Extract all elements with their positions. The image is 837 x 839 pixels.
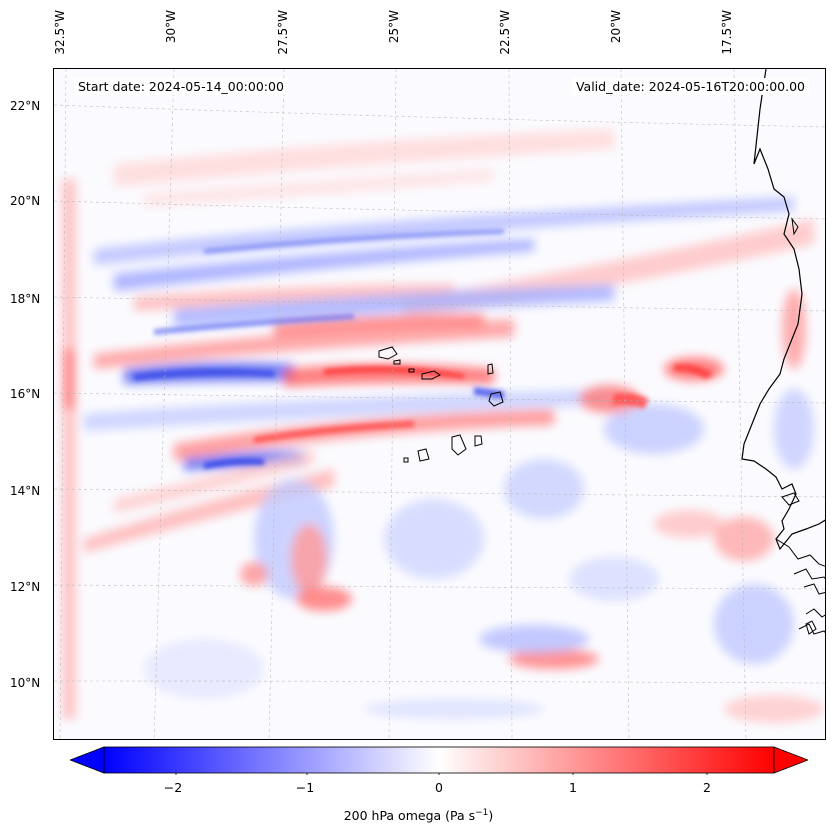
colorbar-tick-marks <box>175 773 708 775</box>
lat-label-14n: 14°N <box>10 484 41 498</box>
lon-label-22-5w: 22.5°W <box>498 10 512 55</box>
omega-field <box>62 129 824 723</box>
colorbar-extend-low <box>70 746 105 774</box>
lon-label-17-5w: 17.5°W <box>720 10 734 55</box>
graticule <box>54 69 825 739</box>
map-panel <box>53 68 826 740</box>
colorbar-extend-high <box>773 746 808 774</box>
colorbar-tick-0: 0 <box>435 780 443 795</box>
coast-detail-gambia <box>775 217 825 567</box>
lat-label-16n: 16°N <box>10 387 41 401</box>
lon-label-27-5w: 27.5°W <box>276 10 290 55</box>
colorbar-label: 200 hPa omega (Pa s−1) <box>343 808 494 824</box>
colorbar <box>70 746 808 775</box>
valid-date-label: Valid_date: 2024-05-16T20:00:00.00 <box>571 78 809 95</box>
cape-verde-islands <box>378 346 504 463</box>
lat-label-18n: 18°N <box>10 292 41 306</box>
lat-label-20n: 20°N <box>10 194 41 208</box>
omega-field-map <box>54 69 825 739</box>
colorbar-tick-minus2: −2 <box>163 780 183 795</box>
lon-label-20w: 20°W <box>609 10 623 44</box>
colorbar-tick-2: 2 <box>703 780 711 795</box>
start-date-label: Start date: 2024-05-14_00:00:00 <box>74 78 288 95</box>
colorbar-tick-minus1: −1 <box>295 780 315 795</box>
colorbar-gradient <box>103 746 775 774</box>
lon-label-30w: 30°W <box>164 10 178 44</box>
african-coastline <box>741 69 825 551</box>
colorbar-tick-1: 1 <box>569 780 577 795</box>
lat-label-22n: 22°N <box>10 99 41 113</box>
lon-label-32-5w: 32.5°W <box>53 10 67 55</box>
lat-label-10n: 10°N <box>10 676 41 690</box>
lon-label-25w: 25°W <box>387 10 401 44</box>
coast-detail-bissau <box>793 568 825 635</box>
omega-streaks <box>134 229 714 469</box>
lat-label-12n: 12°N <box>10 580 41 594</box>
